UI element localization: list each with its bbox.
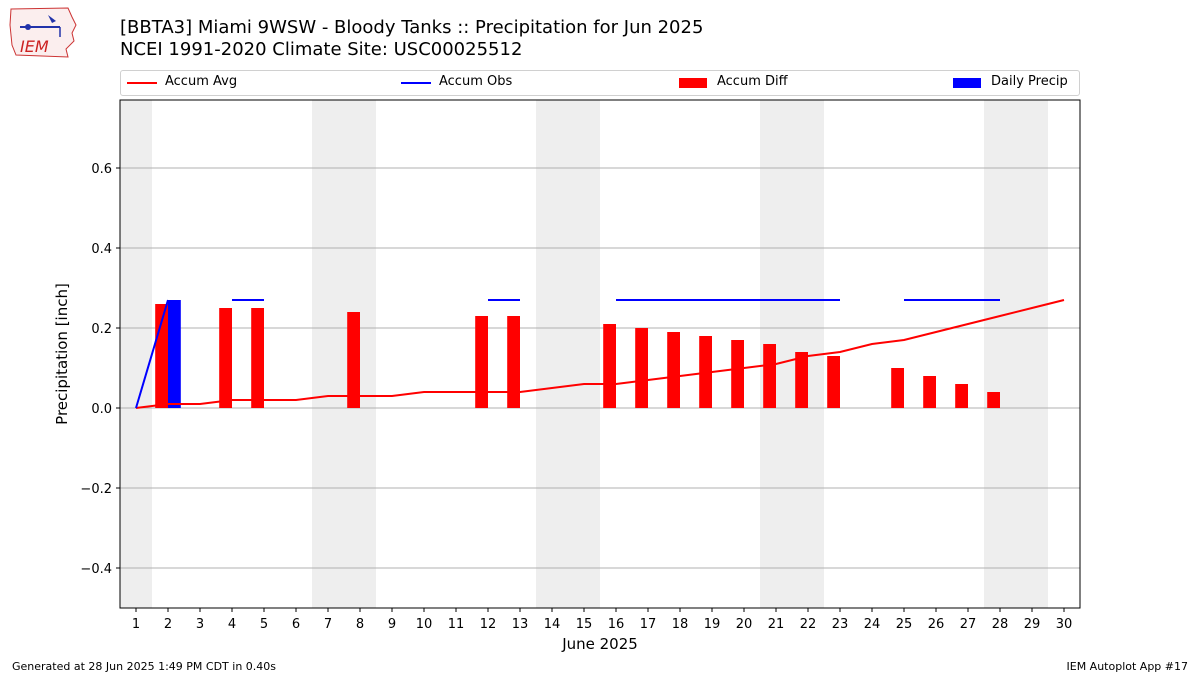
x-tick-label: 25 [896,617,913,632]
accum-diff-bar [891,368,904,408]
y-tick-label: 0.4 [91,242,112,257]
x-tick-label: 11 [448,617,465,632]
x-tick-label: 20 [736,617,753,632]
x-tick-label: 7 [324,617,332,632]
axes-ticks: −0.4−0.20.00.20.40.61 2 3 4 5 6 7 8 9 10 11 12 13 14 1… [80,162,1072,632]
chart-legend: Accum Avg Accum Obs Accum Diff Daily Pre… [120,70,1080,96]
y-tick-label: −0.2 [80,482,112,497]
x-tick-label: 21 [768,617,785,632]
chart-subtitle: NCEI 1991-2020 Climate Site: USC00025512 [120,39,523,60]
x-tick-label: 12 [480,617,497,632]
x-axis-label: June 2025 [561,635,638,653]
accum-diff-bar [155,304,168,408]
accum-diff-bar [987,392,1000,408]
x-tick-label: 1 [132,617,140,632]
plot-frame [119,99,1081,609]
accum-diff-bar [923,376,936,408]
y-axis-label: Precipitation [inch] [53,283,71,425]
weekend-shade-band [312,100,376,608]
accum-diff-bar [667,332,680,408]
x-tick-label: 5 [260,617,268,632]
chart-title: [BBTA3] Miami 9WSW - Bloody Tanks :: Pre… [120,17,704,38]
accum-diff-bar [475,316,488,408]
legend-swatch-accum-diff [679,78,707,88]
accum-diff-bar [251,308,264,408]
y-tick-label: 0.6 [91,162,112,177]
y-tick-label: −0.4 [80,562,112,577]
x-tick-label: 4 [228,617,236,632]
x-tick-label: 10 [416,617,433,632]
legend-label-daily-precip: Daily Precip [991,74,1068,89]
weekend-shade-band [984,100,1048,608]
x-tick-label: 29 [1024,617,1041,632]
accum-obs-line [135,299,169,409]
accum-diff-bar [507,316,520,408]
daily-precip-bar [168,300,181,408]
bar-series [155,300,1000,408]
accum-diff-bar [699,336,712,408]
footer-app: IEM Autoplot App #17 [1066,660,1189,673]
x-tick-label: 14 [544,617,561,632]
x-tick-label: 8 [356,617,364,632]
legend-label-accum-diff: Accum Diff [717,74,788,89]
accum-diff-bar [635,328,648,408]
line-series [135,299,1065,409]
weekend-shade-band [536,100,600,608]
accum-diff-bar [731,340,744,408]
y-tick-label: 0.2 [91,322,112,337]
x-tick-label: 6 [292,617,300,632]
accum-diff-bar [347,312,360,408]
legend-label-accum-obs: Accum Obs [439,74,513,89]
accum-diff-bar [763,344,776,408]
x-tick-label: 9 [388,617,396,632]
accum-diff-bar [955,384,968,408]
y-gridlines [120,167,1080,569]
x-tick-label: 30 [1056,617,1073,632]
footer-generated: Generated at 28 Jun 2025 1:49 PM CDT in … [12,660,277,673]
y-tick-label: 0.0 [91,402,112,417]
weekend-shading [120,100,1048,608]
x-tick-label: 24 [864,617,881,632]
logo-text: IEM [20,37,49,56]
x-tick-label: 19 [704,617,721,632]
weekend-shade-band [760,100,824,608]
weekend-shade-band [120,100,152,608]
accum-diff-bar [795,352,808,408]
accum-diff-bar [603,324,616,408]
legend-swatch-daily-precip [953,78,981,88]
x-tick-label: 23 [832,617,849,632]
x-tick-label: 15 [576,617,593,632]
iem-logo: IEM [8,5,82,63]
accum-diff-bar [219,308,232,408]
x-tick-label: 18 [672,617,689,632]
x-tick-label: 17 [640,617,657,632]
accum-diff-bar [827,356,840,408]
x-tick-label: 3 [196,617,204,632]
legend-swatch-accum-obs [401,82,431,84]
legend-label-accum-avg: Accum Avg [165,74,238,89]
x-tick-label: 26 [928,617,945,632]
accum-avg-line [135,299,1065,409]
x-tick-label: 16 [608,617,625,632]
x-tick-label: 28 [992,617,1009,632]
x-tick-label: 13 [512,617,529,632]
x-tick-label: 27 [960,617,977,632]
x-tick-label: 2 [164,617,172,632]
legend-swatch-accum-avg [127,82,157,84]
x-tick-label: 22 [800,617,817,632]
iem-iowa-logo-icon: IEM [9,7,77,58]
